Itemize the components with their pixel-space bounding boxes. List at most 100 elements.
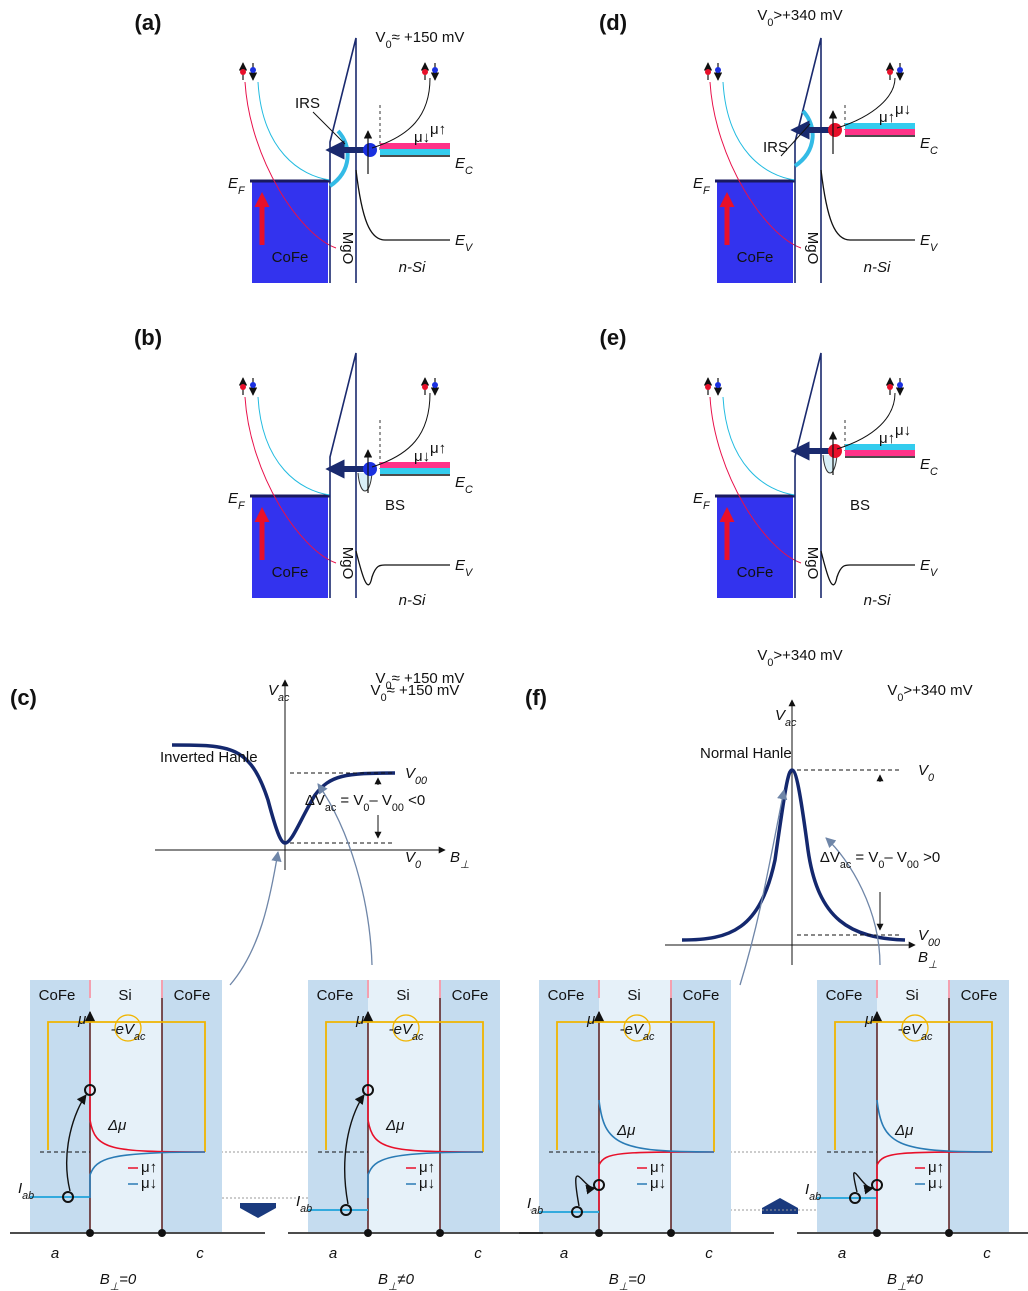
subscript: F	[703, 500, 711, 512]
level-label: V00	[405, 765, 427, 787]
semiconductor-label: n-Si	[399, 592, 426, 609]
spin-dot	[897, 382, 903, 388]
carrier-dot	[363, 143, 377, 157]
interface-state	[328, 129, 350, 188]
subscript: 0	[386, 39, 392, 51]
barrier-label: MgO	[339, 547, 356, 580]
legend-label: μ↑	[141, 1159, 157, 1176]
subscript: C	[930, 466, 938, 478]
spin-down-curve	[876, 1099, 993, 1153]
spin-curve	[836, 392, 896, 450]
panel-label: (a)	[135, 10, 162, 35]
text-part: E	[920, 557, 931, 574]
text-part: I	[18, 1180, 22, 1197]
voltage-loop	[47, 1021, 206, 1152]
field-label: B⊥≠0	[887, 1271, 924, 1291]
legend-label: μ↑	[928, 1159, 944, 1176]
panel-label: (d)	[599, 10, 627, 35]
spin-band	[845, 123, 915, 129]
barrier	[329, 352, 357, 598]
spin-dot	[240, 384, 246, 390]
spin-dot	[250, 382, 256, 388]
subscript: 00	[907, 859, 919, 871]
spin-level: μ↑	[879, 109, 895, 126]
level-label: V00	[918, 927, 940, 949]
subscript: ac	[921, 1031, 933, 1043]
subscript: ac	[412, 1031, 424, 1043]
region-label: CoFe	[961, 987, 998, 1004]
subscript: V	[930, 567, 939, 579]
text-part: -eV	[111, 1021, 136, 1038]
hanle-c-graphics	[155, 679, 446, 986]
spin-dot	[432, 67, 438, 73]
text-part: – V	[369, 792, 392, 809]
spin-dot	[715, 382, 721, 388]
subscript: 0	[878, 859, 884, 871]
spin-level: μ↓	[895, 422, 911, 439]
relation-label: ΔVac = V0– V00 >0	[820, 849, 940, 871]
spin-band	[845, 450, 915, 456]
subscript: 0	[767, 657, 773, 669]
electrode-region	[671, 980, 731, 1232]
semiconductor-label: n-Si	[864, 259, 891, 276]
text-part: ≠0	[397, 1271, 414, 1288]
contact-dot	[595, 1229, 603, 1237]
hanle-f-graphics	[665, 699, 916, 986]
subscript: ⊥	[619, 1281, 628, 1291]
subscript: 0	[363, 802, 369, 814]
valence-label: EV	[455, 232, 474, 254]
region-label: CoFe	[317, 987, 354, 1004]
spin-curve	[709, 81, 802, 249]
level-label: V0	[918, 762, 934, 784]
legend-label: μ↑	[419, 1159, 435, 1176]
carrier-dot	[363, 462, 377, 476]
end-label: c	[196, 1245, 204, 1262]
field-label: B⊥≠0	[378, 1271, 415, 1291]
spin-dot	[422, 384, 428, 390]
contact-dot	[945, 1229, 953, 1237]
spin-curve	[722, 81, 796, 181]
spin-curve	[257, 81, 331, 181]
signal-label: -eVac	[898, 1021, 933, 1043]
signal-label: -eVac	[389, 1021, 424, 1043]
spin-curve	[244, 81, 337, 249]
end-label: c	[705, 1245, 713, 1262]
text-part: V	[376, 29, 386, 46]
fermi-label: EF	[228, 490, 246, 512]
subscript: ab	[531, 1205, 543, 1217]
transfer-curve	[853, 1172, 874, 1195]
text-part: I	[527, 1195, 531, 1212]
bias-label: V0>+340 mV	[757, 7, 842, 29]
text-part: ≠0	[906, 1271, 923, 1288]
text-part: E	[228, 490, 239, 507]
text-part: V	[371, 682, 381, 699]
text-part: V	[376, 670, 386, 687]
subscript: 0	[767, 17, 773, 29]
metal-label: CoFe	[737, 564, 774, 581]
subscript: 00	[928, 937, 940, 949]
spin-curve	[257, 396, 331, 496]
region-label: CoFe	[683, 987, 720, 1004]
electrode-region	[162, 980, 222, 1232]
spin-dot	[897, 67, 903, 73]
text-part: =0	[119, 1271, 137, 1288]
voltmeter	[114, 1014, 142, 1042]
region-label: Si	[905, 987, 918, 1004]
text-part: = V	[336, 792, 363, 809]
region-label: CoFe	[826, 987, 863, 1004]
spin-curve	[836, 77, 896, 129]
spin-level: μ↑	[430, 121, 446, 138]
metal-label: CoFe	[272, 249, 309, 266]
text-part: I	[296, 1193, 300, 1210]
channel-region	[877, 980, 949, 1232]
bias-label: V0≈ +150 mV	[371, 682, 460, 704]
text-part: V	[887, 682, 897, 699]
channel-region	[599, 980, 671, 1232]
spin-dot	[240, 69, 246, 75]
subscript: 0	[415, 859, 421, 871]
subscript: C	[465, 484, 473, 496]
current-label: Iab	[18, 1180, 34, 1202]
current-label: Iab	[527, 1195, 543, 1217]
text-part: E	[455, 232, 466, 249]
